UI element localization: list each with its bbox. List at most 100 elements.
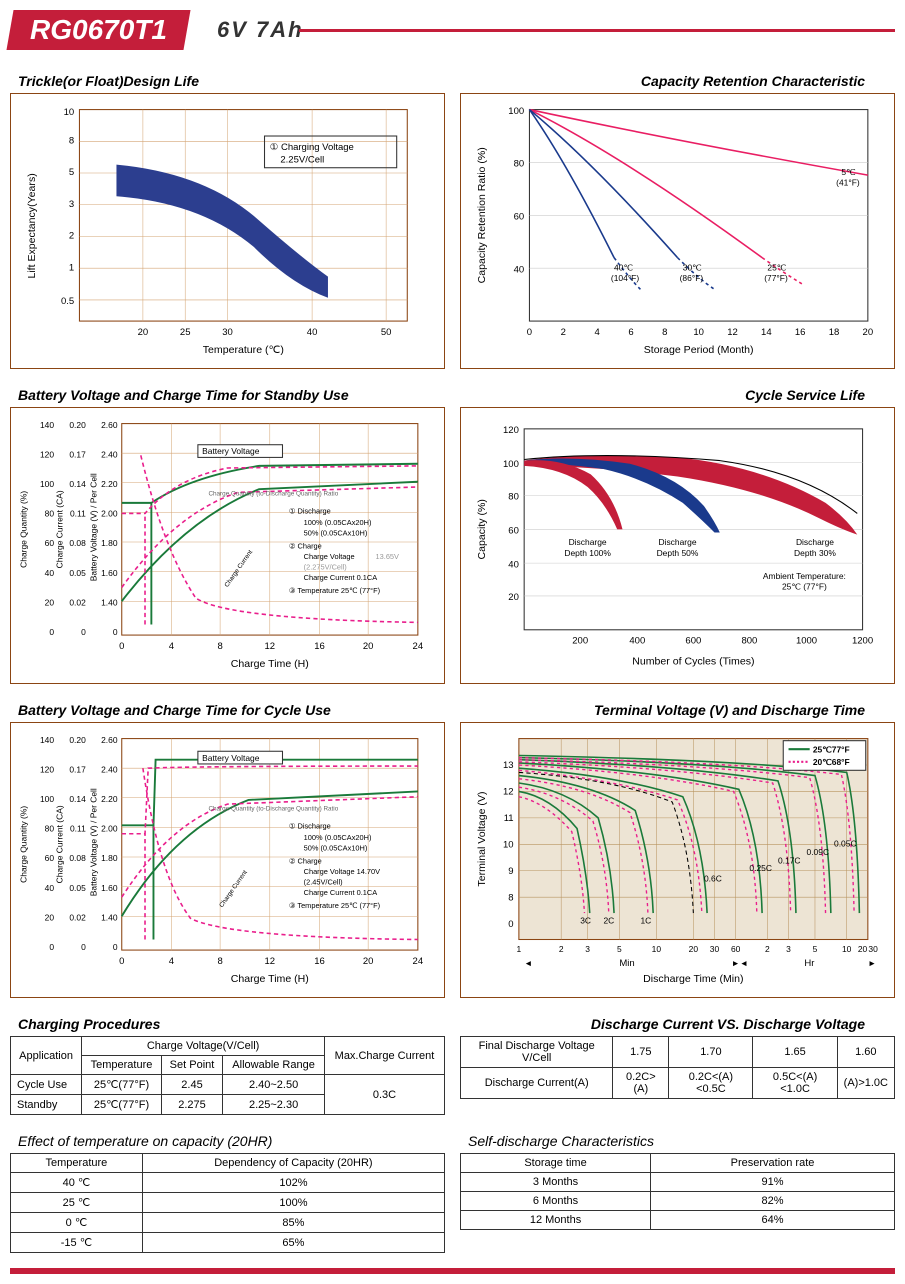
- svg-text:Charge Current (CA): Charge Current (CA): [55, 805, 65, 883]
- temp-capacity-title: Effect of temperature on capacity (20HR): [18, 1133, 445, 1149]
- svg-text:0: 0: [508, 919, 513, 930]
- svg-text:80: 80: [45, 509, 55, 519]
- svg-text:1.60: 1.60: [101, 568, 118, 578]
- svg-text:0.17: 0.17: [69, 764, 86, 774]
- svg-text:8: 8: [662, 327, 667, 338]
- svg-text:Capacity (%): Capacity (%): [476, 499, 488, 559]
- svg-text:Charge Quantity (%): Charge Quantity (%): [19, 491, 29, 568]
- svg-text:Depth 30%: Depth 30%: [794, 548, 836, 558]
- svg-text:Discharge Time (Min): Discharge Time (Min): [643, 973, 743, 985]
- svg-text:1.40: 1.40: [101, 912, 118, 922]
- svg-text:140: 140: [40, 735, 54, 745]
- svg-text:1C: 1C: [640, 915, 651, 925]
- svg-text:① Discharge: ① Discharge: [289, 821, 331, 830]
- svg-text:3: 3: [69, 199, 74, 210]
- temp-capacity-table: TemperatureDependency of Capacity (20HR)…: [10, 1153, 445, 1253]
- discharge-voltage-table: Final Discharge Voltage V/Cell 1.75 1.70…: [460, 1036, 895, 1099]
- svg-text:0.02: 0.02: [69, 598, 86, 608]
- svg-text:3C: 3C: [580, 915, 591, 925]
- svg-text:50% (0.05CAx10H): 50% (0.05CAx10H): [304, 529, 368, 538]
- svg-text:Charge Quantity (%): Charge Quantity (%): [19, 805, 29, 882]
- svg-text:4: 4: [169, 956, 174, 967]
- svg-text:400: 400: [629, 636, 645, 647]
- svg-text:3: 3: [585, 944, 590, 954]
- svg-text:0.20: 0.20: [69, 735, 86, 745]
- svg-text:Charge Current 0.1CA: Charge Current 0.1CA: [304, 888, 378, 897]
- svg-text:Charge Time (H): Charge Time (H): [231, 658, 309, 670]
- svg-text:5℃: 5℃: [841, 167, 855, 177]
- svg-text:2.20: 2.20: [101, 794, 118, 804]
- svg-text:20: 20: [689, 944, 699, 954]
- svg-text:8: 8: [508, 892, 513, 903]
- svg-text:Charge Current: Charge Current: [218, 869, 249, 909]
- svg-text:20: 20: [863, 327, 874, 338]
- svg-text:1.40: 1.40: [101, 598, 118, 608]
- svg-text:60: 60: [45, 539, 55, 549]
- svg-text:20: 20: [363, 641, 374, 652]
- spec-text: 6V 7Ah: [217, 17, 304, 43]
- svg-text:5: 5: [813, 944, 818, 954]
- svg-text:Temperature (℃): Temperature (℃): [203, 344, 284, 356]
- svg-text:2: 2: [765, 944, 770, 954]
- svg-text:80: 80: [514, 159, 525, 170]
- svg-text:120: 120: [40, 450, 54, 460]
- svg-text:0: 0: [113, 942, 118, 952]
- svg-text:Charge Time (H): Charge Time (H): [231, 973, 309, 985]
- retention-title: Capacity Retention Characteristic: [468, 73, 865, 89]
- svg-text:60: 60: [514, 212, 525, 223]
- svg-text:13: 13: [503, 760, 514, 771]
- svg-text:200: 200: [572, 636, 588, 647]
- terminal-chart: 25℃77°F 20℃68°F 3C2C1C 0.6C0.25C 0.17C0.…: [460, 722, 895, 998]
- cycle-use-title: Battery Voltage and Charge Time for Cycl…: [18, 702, 445, 718]
- svg-text:Capacity Retention Ratio (%): Capacity Retention Ratio (%): [476, 147, 488, 283]
- discharge-voltage-title: Discharge Current VS. Discharge Voltage: [468, 1016, 865, 1032]
- svg-text:40: 40: [45, 568, 55, 578]
- svg-text:16: 16: [795, 327, 806, 338]
- svg-text:40: 40: [307, 327, 318, 338]
- svg-text:2.00: 2.00: [101, 509, 118, 519]
- svg-text:0: 0: [49, 627, 54, 637]
- retention-chart: 40℃(104°F) 30℃(86°F) 25℃(77°F) 5℃(41°F) …: [460, 93, 895, 369]
- svg-text:►◄: ►◄: [731, 958, 748, 968]
- svg-text:12: 12: [727, 327, 738, 338]
- svg-text:20: 20: [45, 912, 55, 922]
- svg-text:0.14: 0.14: [69, 794, 86, 804]
- svg-text:Charge Voltage: Charge Voltage: [304, 552, 355, 561]
- svg-text:Charge Voltage 14.70V: Charge Voltage 14.70V: [304, 867, 380, 876]
- svg-text:16: 16: [314, 641, 325, 652]
- svg-text:40: 40: [514, 264, 525, 275]
- svg-text:2.40: 2.40: [101, 450, 118, 460]
- svg-text:60: 60: [508, 526, 519, 537]
- svg-text:0.02: 0.02: [69, 912, 86, 922]
- svg-text:0: 0: [49, 942, 54, 952]
- svg-text:30℃: 30℃: [683, 262, 702, 272]
- svg-text:40℃: 40℃: [614, 262, 633, 272]
- svg-text:8: 8: [217, 641, 222, 652]
- svg-text:20: 20: [45, 598, 55, 608]
- svg-text:Depth 50%: Depth 50%: [657, 548, 699, 558]
- svg-text:(77°F): (77°F): [764, 273, 788, 283]
- svg-text:0.14: 0.14: [69, 479, 86, 489]
- svg-text:0.05C: 0.05C: [834, 838, 857, 848]
- standby-chart: Battery Voltage Charge Quantity (to-Disc…: [10, 407, 445, 683]
- svg-text:2C: 2C: [603, 915, 614, 925]
- svg-text:►: ►: [868, 958, 876, 968]
- svg-text:① Discharge: ① Discharge: [289, 507, 331, 516]
- svg-text:2.25V/Cell: 2.25V/Cell: [280, 154, 324, 165]
- svg-text:0.05: 0.05: [69, 568, 86, 578]
- trickle-chart: ① Charging Voltage 2.25V/Cell 1085 321 0…: [10, 93, 445, 369]
- svg-text:0.08: 0.08: [69, 539, 86, 549]
- svg-text:24: 24: [413, 641, 424, 652]
- svg-text:800: 800: [741, 636, 757, 647]
- svg-text:3: 3: [786, 944, 791, 954]
- svg-text:8: 8: [217, 956, 222, 967]
- svg-text:10: 10: [842, 944, 852, 954]
- svg-text:0.05: 0.05: [69, 883, 86, 893]
- svg-text:100: 100: [40, 479, 54, 489]
- svg-text:0.6C: 0.6C: [704, 873, 722, 883]
- svg-text:16: 16: [314, 956, 325, 967]
- model-badge: RG0670T1: [6, 10, 190, 50]
- svg-text:0.5: 0.5: [61, 296, 74, 307]
- svg-text:Hr: Hr: [804, 958, 814, 969]
- svg-text:100% (0.05CAx20H): 100% (0.05CAx20H): [304, 833, 372, 842]
